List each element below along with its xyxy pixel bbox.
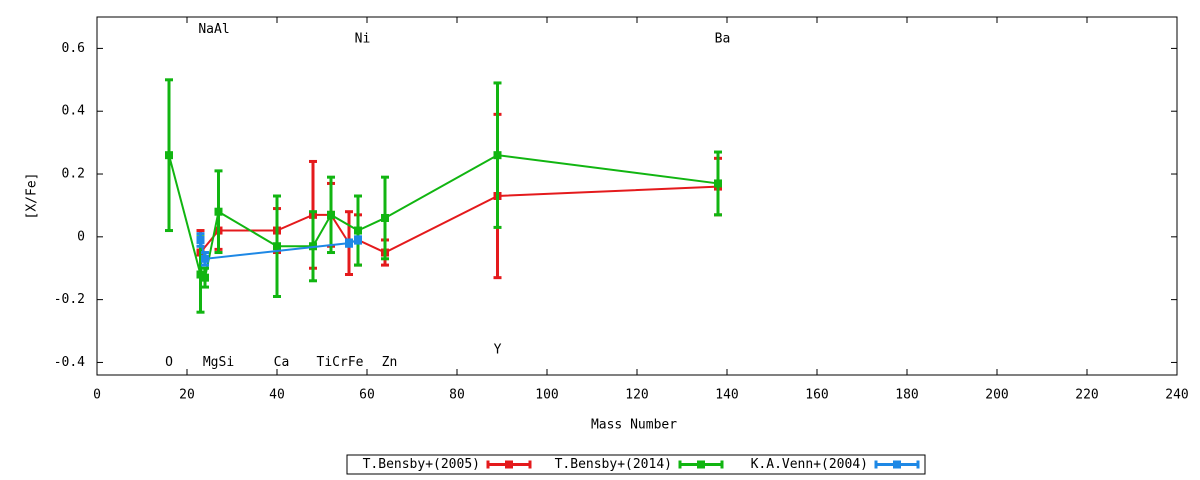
- y-tick-label: 0.4: [62, 104, 86, 119]
- legend-swatch: [697, 460, 705, 469]
- x-tick-label: 140: [715, 388, 738, 403]
- element-label: Ba: [715, 31, 731, 46]
- x-tick-label: 100: [535, 388, 558, 403]
- x-tick-label: 80: [449, 388, 465, 403]
- x-tick-label: 20: [179, 388, 195, 403]
- legend-label: T.Bensby+(2005): [363, 457, 480, 472]
- point: [714, 179, 722, 188]
- x-tick-label: 240: [1165, 388, 1188, 403]
- point: [327, 210, 335, 219]
- point: [345, 239, 353, 248]
- point: [196, 270, 205, 279]
- point: [201, 273, 209, 282]
- point: [214, 207, 223, 216]
- legend-label: K.A.Venn+(2004): [751, 457, 868, 472]
- legend-swatch: [505, 460, 513, 469]
- element-label: MgSi: [203, 355, 234, 370]
- series-line: [168, 154, 719, 280]
- series-line: [199, 185, 719, 254]
- y-tick-label: 0.2: [62, 167, 85, 182]
- legend-box: [346, 454, 926, 475]
- y-axis-label: [X/Fe]: [25, 173, 40, 220]
- y-tick-label: -0.4: [54, 355, 85, 370]
- x-tick-label: 160: [805, 388, 828, 403]
- y-tick-label: 0: [77, 229, 85, 244]
- legend-swatch: [893, 460, 901, 469]
- legend-label: T.Bensby+(2014): [555, 457, 672, 472]
- x-tick-label: 120: [625, 388, 648, 403]
- y-tick-label: 0.6: [62, 41, 85, 56]
- element-label: O: [165, 355, 173, 370]
- element-label: TiCrFe: [317, 355, 364, 370]
- y-tick-label: -0.2: [54, 292, 85, 307]
- element-label: Zn: [382, 355, 398, 370]
- x-tick-label: 180: [895, 388, 918, 403]
- point: [493, 151, 502, 160]
- point: [354, 226, 362, 235]
- point: [196, 235, 205, 244]
- element-label: Ni: [355, 31, 371, 46]
- element-label: NaAl: [198, 22, 229, 37]
- point: [381, 213, 389, 222]
- plot-border: [96, 16, 1178, 376]
- point: [165, 151, 173, 160]
- element-label: Y: [494, 342, 502, 357]
- point: [201, 254, 209, 263]
- point: [273, 242, 281, 251]
- x-tick-label: 60: [359, 388, 375, 403]
- series-line: [199, 239, 359, 260]
- x-tick-label: 0: [93, 388, 101, 403]
- x-tick-label: 220: [1075, 388, 1098, 403]
- element-label: Ca: [274, 355, 290, 370]
- x-tick-label: 40: [269, 388, 285, 403]
- x-tick-label: 200: [985, 388, 1008, 403]
- point: [354, 235, 362, 244]
- x-axis-label: Mass Number: [591, 418, 677, 433]
